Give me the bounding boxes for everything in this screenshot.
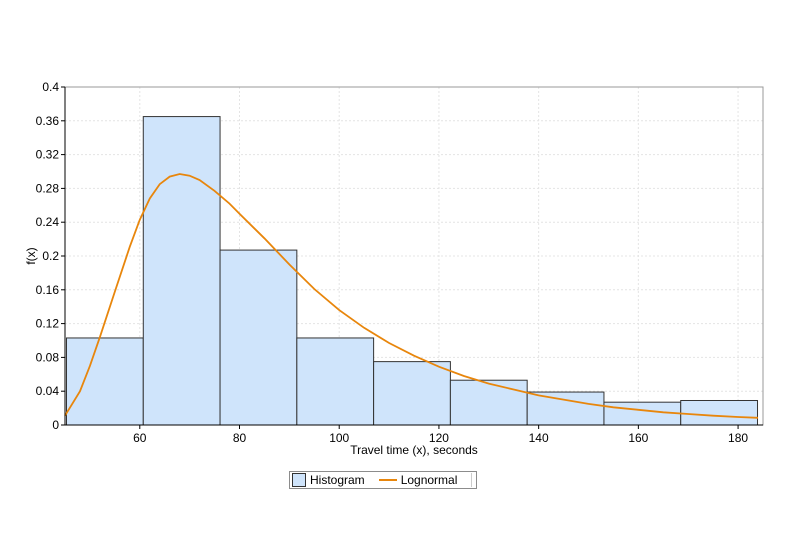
y-tick-label: 0.32 — [36, 148, 60, 162]
y-tick-label: 0.28 — [36, 181, 60, 195]
y-tick-label: 0.2 — [42, 249, 59, 263]
x-tick-label: 80 — [233, 431, 247, 445]
histogram-bar — [526, 391, 605, 426]
histogram-bar — [680, 399, 759, 426]
y-tick-label: 0.36 — [36, 114, 60, 128]
legend-divider — [471, 473, 473, 487]
lognormal-curve-group — [64, 173, 759, 419]
x-tick-label: 100 — [329, 431, 349, 445]
x-tick-label: 120 — [429, 431, 449, 445]
x-axis-title: Travel time (x), seconds — [350, 443, 478, 457]
legend-item-histogram: Histogram — [292, 473, 365, 487]
x-tick-label: 160 — [628, 431, 648, 445]
histogram-bar — [449, 379, 528, 426]
x-tick-label: 140 — [529, 431, 549, 445]
x-tick-label: 60 — [133, 431, 147, 445]
lognormal-swatch — [378, 479, 397, 481]
legend-item-lognormal: Lognormal — [378, 473, 458, 487]
y-tick-label: 0.16 — [36, 283, 60, 297]
histogram-bar — [65, 337, 144, 426]
y-axis-title: f(x) — [24, 247, 38, 264]
y-axis-ticks: 0 0.04 0.08 0.12 0.16 0.2 0.24 0.28 0.32 0.36 0.4 — [36, 80, 65, 432]
y-tick-label: 0.4 — [42, 80, 59, 94]
y-tick-label: 0 — [52, 418, 59, 432]
y-tick-label: 0.24 — [36, 215, 60, 229]
legend: Histogram Lognormal — [289, 471, 478, 489]
y-tick-label: 0.12 — [36, 317, 60, 331]
y-tick-label: 0.08 — [36, 350, 60, 364]
x-axis-ticks: 60 80 100 120 140 160 180 — [133, 425, 748, 445]
histogram-bars — [65, 116, 759, 426]
histogram-bar — [373, 361, 451, 426]
histogram-swatch — [292, 473, 306, 487]
x-tick-label: 180 — [728, 431, 748, 445]
legend-label-lognormal: Lognormal — [400, 473, 458, 487]
histogram-bar — [296, 337, 375, 426]
y-tick-label: 0.04 — [36, 384, 60, 398]
legend-label-histogram: Histogram — [310, 473, 365, 487]
histogram-bar — [142, 116, 221, 426]
histogram-bar — [219, 249, 298, 426]
lognormal-curve — [64, 173, 759, 419]
